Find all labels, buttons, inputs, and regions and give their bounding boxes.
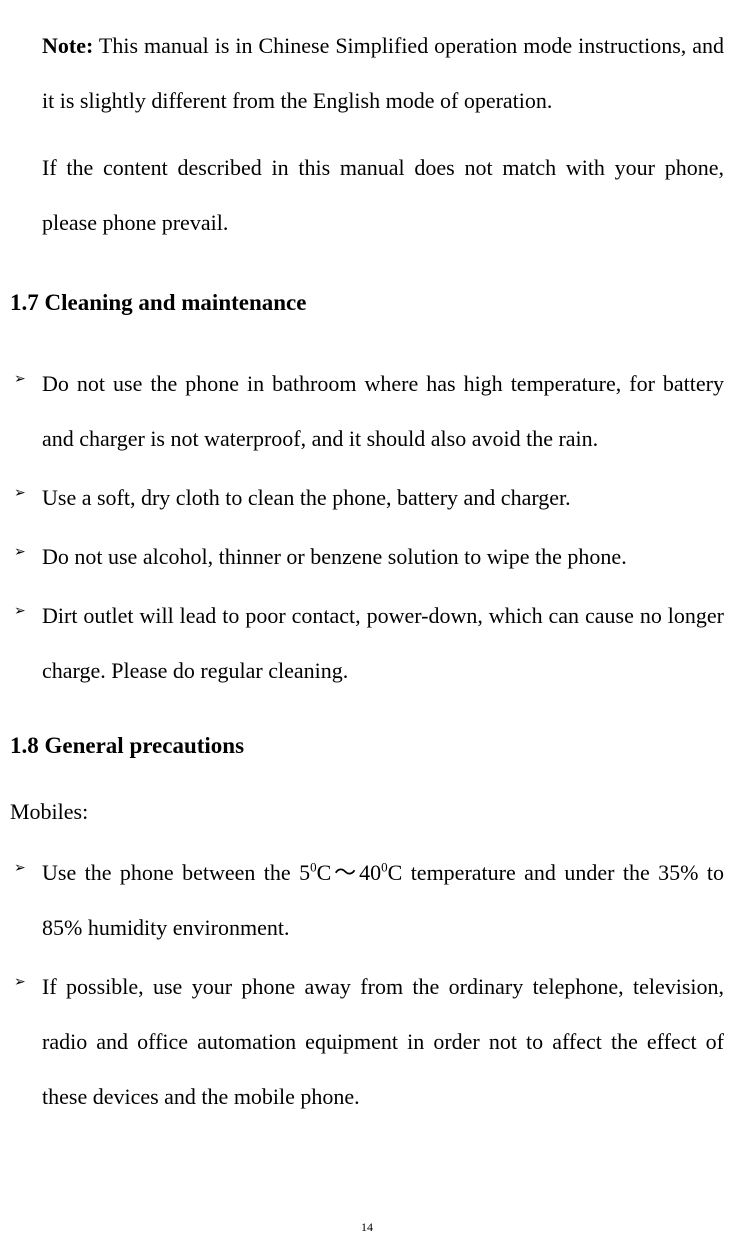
page-number: 14 <box>361 1220 373 1235</box>
item-text: C～40 <box>317 860 382 885</box>
note-paragraph-1: Note: This manual is in Chinese Simplifi… <box>42 18 724 128</box>
item-text: Use the phone between the 5 <box>42 860 310 885</box>
list-item: Use the phone between the 50C～400C tempe… <box>10 845 724 955</box>
note-label: Note: <box>42 33 93 58</box>
section-1-7-heading: 1.7 Cleaning and maintenance <box>10 290 724 316</box>
mobiles-subheading: Mobiles: <box>10 799 724 825</box>
section-1-8-heading: 1.8 General precautions <box>10 733 724 759</box>
list-item: Do not use alcohol, thinner or benzene s… <box>10 529 724 584</box>
note-text-1: This manual is in Chinese Simplified ope… <box>42 33 724 113</box>
list-item: Use a soft, dry cloth to clean the phone… <box>10 470 724 525</box>
section-1-8-list: Use the phone between the 50C～400C tempe… <box>10 845 724 1124</box>
list-item: Dirt outlet will lead to poor contact, p… <box>10 588 724 698</box>
section-1-7-list: Do not use the phone in bathroom where h… <box>10 356 724 698</box>
list-item: If possible, use your phone away from th… <box>10 959 724 1124</box>
note-paragraph-2: If the content described in this manual … <box>42 140 724 250</box>
list-item: Do not use the phone in bathroom where h… <box>10 356 724 466</box>
